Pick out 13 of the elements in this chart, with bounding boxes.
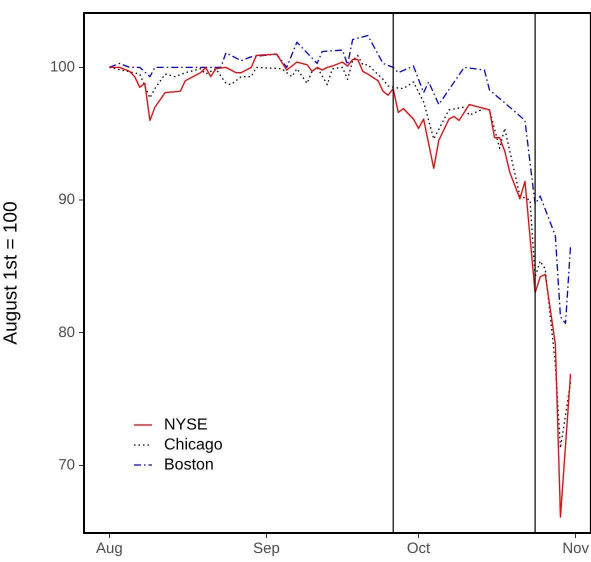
x-tick-label: Nov [562,540,590,558]
line-series [108,34,572,324]
legend-label: Chicago [164,436,223,454]
legend-label: NYSE [164,416,208,434]
y-axis-title: August 1st = 100 [0,201,22,345]
x-tick-label: Sep [253,540,280,558]
y-tick-label: 80 [58,324,75,341]
x-tick-label: Oct [406,540,432,558]
y-tick-label: 90 [58,191,75,208]
legend-label: Boston [164,456,214,474]
y-tick-label: 100 [50,58,75,76]
y-tick-label: 70 [58,456,75,474]
x-tick-label: Aug [96,540,123,558]
